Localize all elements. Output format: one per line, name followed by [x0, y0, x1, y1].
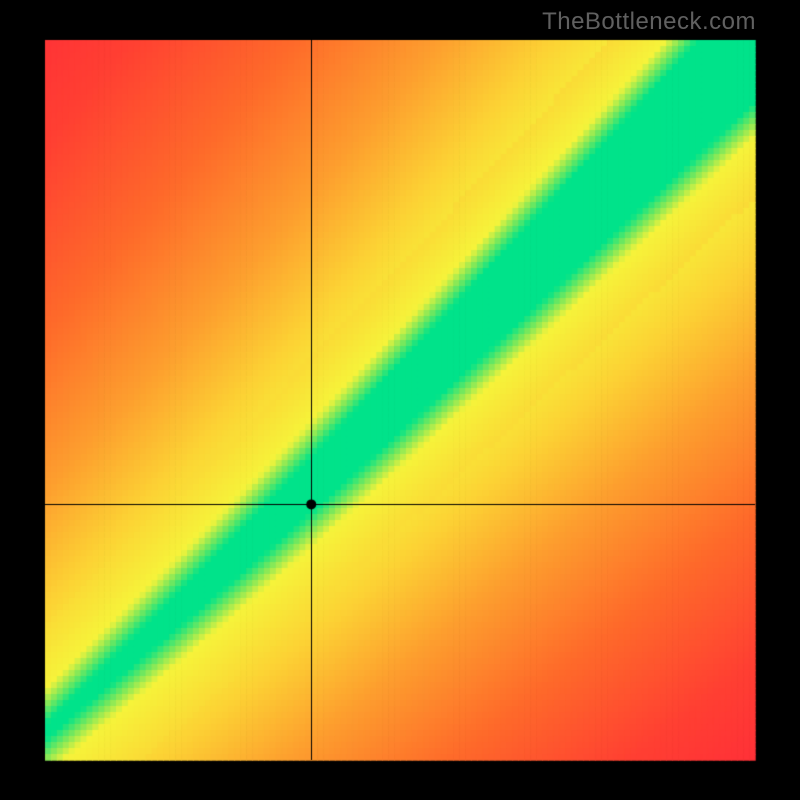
- chart-container: TheBottleneck.com: [0, 0, 800, 800]
- watermark-text: TheBottleneck.com: [542, 8, 756, 36]
- bottleneck-heatmap: [0, 0, 800, 800]
